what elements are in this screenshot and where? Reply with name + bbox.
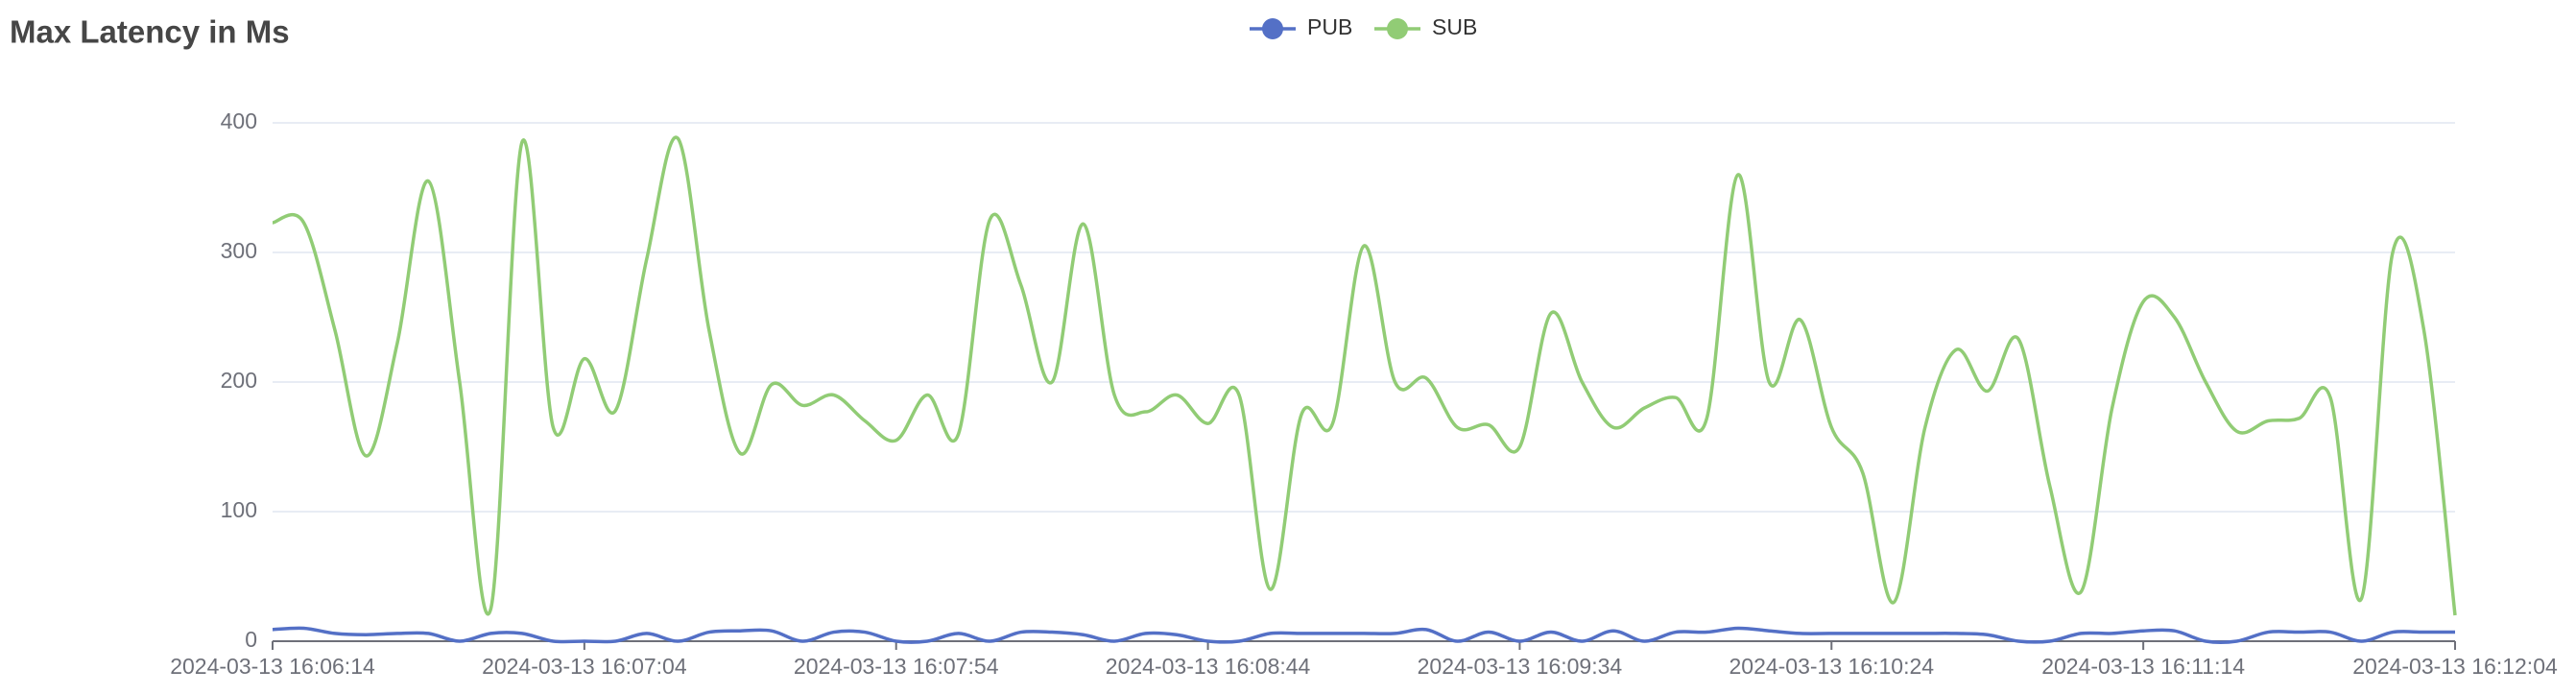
legend-dot[interactable]: [1387, 18, 1408, 39]
y-tick-label: 300: [221, 238, 257, 263]
series-line: [272, 626, 2455, 645]
x-tick-label: 2024-03-13 16:07:04: [482, 654, 687, 679]
y-tick-label: 200: [221, 368, 257, 393]
x-tick-label: 2024-03-13 16:06:14: [170, 654, 375, 679]
legend-label[interactable]: PUB: [1307, 14, 1352, 39]
x-tick-label: 2024-03-13 16:07:54: [794, 654, 999, 679]
legend-dot[interactable]: [1262, 18, 1283, 39]
x-tick-label: 2024-03-13 16:11:14: [2041, 654, 2245, 679]
x-tick-label: 2024-03-13 16:12:04: [2352, 654, 2558, 679]
chart-title: Max Latency in Ms: [10, 14, 290, 50]
x-tick-label: 2024-03-13 16:10:24: [1729, 654, 1934, 679]
y-tick-label: 400: [221, 108, 257, 133]
x-tick-label: 2024-03-13 16:09:34: [1418, 654, 1623, 679]
y-tick-label: 0: [245, 627, 257, 652]
x-tick-label: 2024-03-13 16:08:44: [1106, 654, 1311, 679]
legend-label[interactable]: SUB: [1432, 14, 1477, 39]
y-tick-label: 100: [221, 497, 257, 522]
series-line: [272, 135, 2457, 616]
